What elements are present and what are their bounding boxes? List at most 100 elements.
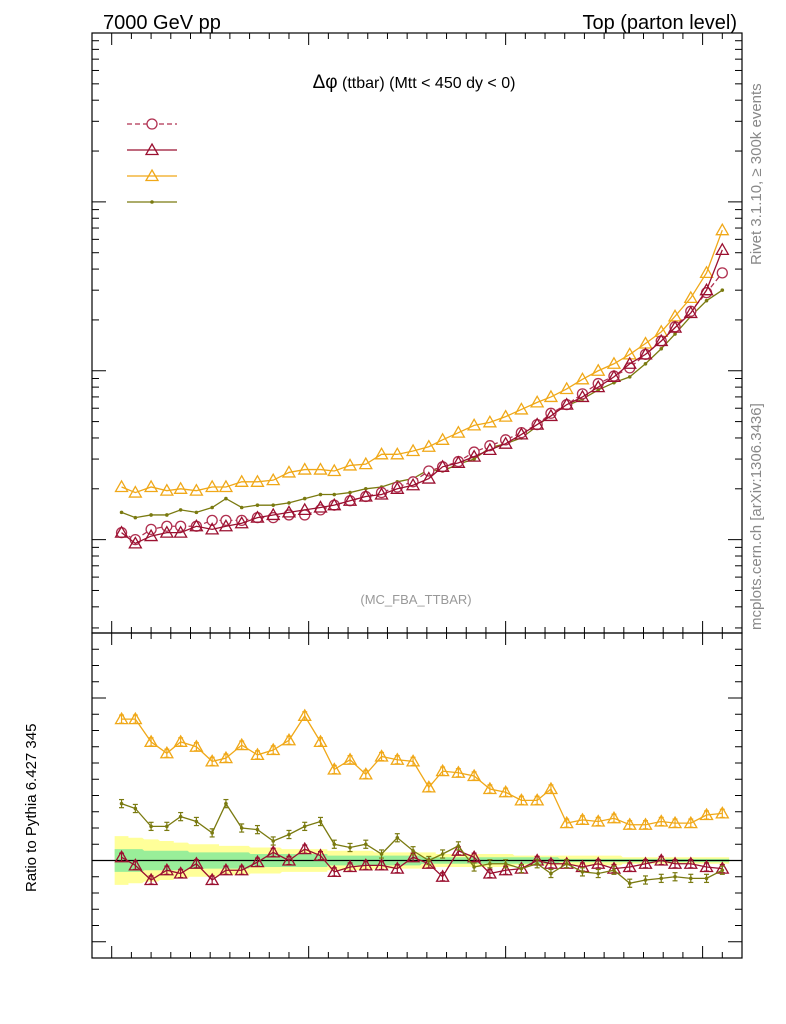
data-point-z2 <box>224 801 228 806</box>
rivet-label: Rivet 3.1.10, ≥ 300k events <box>748 83 765 265</box>
data-point-ambt1 <box>390 752 405 765</box>
data-point-p370 <box>530 417 545 430</box>
data-point-p370 <box>297 841 312 855</box>
data-point-p370 <box>128 858 143 871</box>
data-point-ambt1 <box>374 447 389 460</box>
data-point-ambt1 <box>143 734 159 748</box>
data-point-p370 <box>451 455 466 468</box>
data-point-ambt1 <box>313 462 328 475</box>
data-point-ambt1 <box>543 389 559 403</box>
data-point-p370 <box>421 856 436 869</box>
series-line-z2 <box>121 289 723 519</box>
legend <box>127 118 177 204</box>
data-point-z2 <box>643 361 648 366</box>
data-point-z2 <box>688 876 693 881</box>
data-point-ambt1 <box>114 479 129 493</box>
data-point-p370 <box>250 510 265 523</box>
data-point-ambt1 <box>250 747 265 761</box>
legend-marker-ambt1 <box>144 168 160 182</box>
data-point-ambt1 <box>654 814 669 827</box>
data-point-p370 <box>482 442 497 456</box>
data-point-p370 <box>715 242 730 255</box>
data-point-z2 <box>224 496 228 501</box>
data-point-p370 <box>622 356 637 369</box>
data-point-z2 <box>194 510 199 515</box>
data-point-z2 <box>149 824 153 829</box>
data-point-p370 <box>173 866 188 879</box>
data-point-ambt1 <box>281 732 297 746</box>
data-point-z2 <box>119 510 124 515</box>
data-point-ambt1 <box>606 356 622 369</box>
data-point-z2 <box>287 832 291 837</box>
data-point-z2 <box>659 876 664 881</box>
data-point-ambt1 <box>390 447 405 460</box>
data-point-p370 <box>390 481 405 494</box>
data-point-p370 <box>313 848 328 861</box>
data-point-z2 <box>318 492 323 497</box>
analysis-watermark: (MC_FBA_TTBAR) <box>360 592 471 607</box>
data-point-p370 <box>159 862 174 876</box>
data-point-ambt1 <box>498 784 513 798</box>
data-point-ambt1 <box>281 465 297 478</box>
data-point-p370 <box>266 507 281 521</box>
data-point-p370 <box>575 389 590 403</box>
ratio-y-axis-label: Ratio to Pythia 6.427 345 <box>23 724 40 892</box>
data-point-p370 <box>159 525 174 538</box>
data-point-ambt1 <box>699 265 714 278</box>
upper-panel <box>91 32 743 634</box>
data-point-z2 <box>720 288 725 292</box>
data-point-p370 <box>654 333 669 347</box>
data-point-p370 <box>482 866 497 879</box>
data-point-z2 <box>472 457 476 461</box>
data-point-p370 <box>342 493 358 506</box>
data-point-z2 <box>178 508 183 512</box>
data-point-p370 <box>543 856 559 869</box>
data-point-p370 <box>638 856 653 869</box>
header-left: 7000 GeV pp <box>103 12 221 34</box>
data-point-ambt1 <box>421 439 436 452</box>
data-point-ambt1 <box>715 806 730 819</box>
data-point-ambt1 <box>297 708 312 722</box>
data-point-p370 <box>327 497 342 511</box>
data-point-ambt1 <box>358 767 373 780</box>
data-point-ambt1 <box>266 742 281 756</box>
data-point-p345 <box>716 267 728 279</box>
data-point-ambt1 <box>218 750 234 764</box>
data-point-ambt1 <box>234 737 249 751</box>
data-point-ambt1 <box>159 483 174 496</box>
data-point-p370 <box>421 471 436 484</box>
data-point-z2 <box>302 496 307 501</box>
data-point-p370 <box>358 858 373 871</box>
data-point-p370 <box>143 872 159 886</box>
data-point-p370 <box>114 525 129 538</box>
legend-marker-p345 <box>146 118 158 130</box>
data-point-p370 <box>559 397 574 410</box>
data-point-ambt1 <box>575 371 590 385</box>
data-point-p370 <box>218 518 234 532</box>
data-point-ambt1 <box>159 745 174 759</box>
data-point-ambt1 <box>683 290 698 304</box>
data-point-z2 <box>255 503 260 507</box>
data-point-ambt1 <box>699 807 714 821</box>
data-point-ambt1 <box>451 425 466 438</box>
data-point-ambt1 <box>530 793 545 806</box>
data-point-p345 <box>545 407 557 419</box>
data-point-z2 <box>580 870 585 874</box>
data-point-z2 <box>456 844 461 848</box>
data-point-ambt1 <box>451 765 466 778</box>
data-point-ambt1 <box>114 711 129 725</box>
data-point-z2 <box>133 806 138 811</box>
data-point-ambt1 <box>530 395 545 408</box>
data-point-p370 <box>591 379 606 393</box>
data-point-ambt1 <box>467 418 482 431</box>
data-point-ambt1 <box>683 815 698 829</box>
data-point-ambt1 <box>173 734 188 748</box>
data-point-ambt1 <box>327 762 342 775</box>
data-point-z2 <box>332 842 337 847</box>
plot-title-symbol: Δφ <box>313 72 338 93</box>
data-point-p370 <box>654 853 669 866</box>
data-point-ambt1 <box>715 222 730 236</box>
data-point-z2 <box>411 848 415 853</box>
data-point-p370 <box>281 505 297 518</box>
